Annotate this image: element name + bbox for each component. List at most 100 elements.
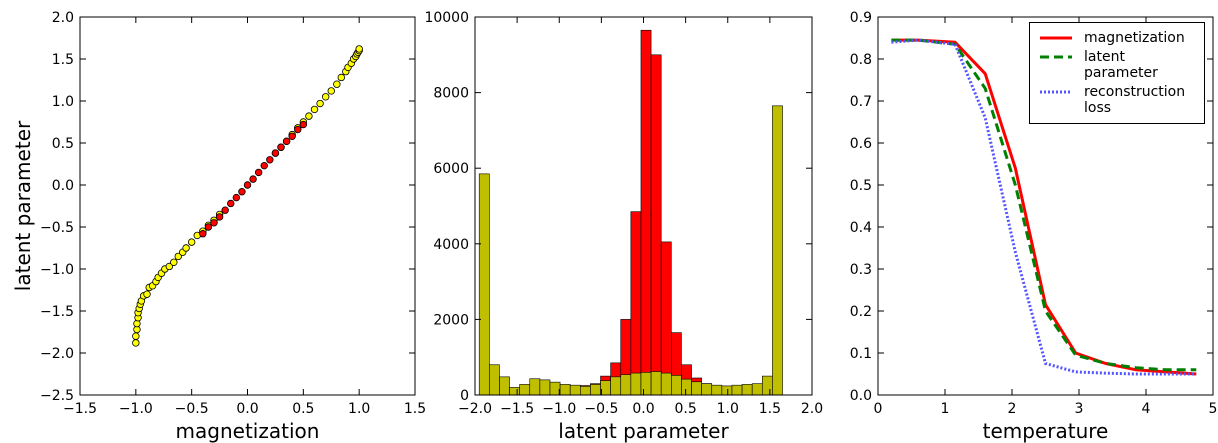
bar — [650, 54, 662, 396]
y-tick-label: 0.2 — [850, 304, 872, 320]
x-tick-label: 4 — [1142, 401, 1151, 417]
bar — [731, 384, 743, 396]
point — [282, 137, 291, 146]
bar — [650, 371, 662, 396]
x-tick-label: −1.5 — [63, 401, 97, 417]
y-tick-label: 0.9 — [850, 10, 872, 26]
legend-label: magnetization — [1084, 30, 1185, 46]
point — [182, 244, 190, 252]
x-tick-label: −2.0 — [458, 401, 492, 417]
bar — [569, 384, 581, 396]
x-tick-label: 3 — [1075, 401, 1084, 417]
legend-swatch — [1040, 55, 1072, 59]
legend-label: reconstruction loss — [1084, 84, 1186, 116]
bar — [711, 384, 723, 396]
point — [316, 99, 324, 108]
x-tick-label: −0.5 — [584, 401, 618, 417]
y-axis-label: latent parameter — [11, 120, 35, 291]
y-tick-label: −2.0 — [40, 346, 74, 362]
bar — [741, 384, 753, 396]
bar — [761, 375, 773, 396]
point — [288, 132, 296, 140]
axes-frame — [877, 16, 1214, 396]
y-tick-label: 0 — [460, 388, 469, 404]
bar — [559, 384, 571, 396]
bar — [630, 211, 642, 396]
legend-entry: reconstruction loss — [1038, 84, 1196, 116]
point — [305, 112, 313, 120]
x-tick-label: 0.0 — [236, 401, 258, 417]
bar — [640, 372, 652, 396]
line — [891, 38, 1197, 376]
x-tick-label: 5 — [1209, 401, 1218, 417]
point — [232, 193, 241, 202]
y-tick-label: 0.4 — [850, 220, 872, 236]
legend-swatch — [1040, 36, 1072, 40]
x-tick-label: 0.5 — [292, 401, 314, 417]
point — [227, 199, 235, 208]
point — [310, 105, 319, 114]
axes-frame — [79, 16, 416, 396]
y-tick-label: 2.0 — [52, 10, 74, 26]
point — [238, 188, 246, 196]
point — [333, 80, 341, 88]
point — [243, 181, 252, 189]
y-tick-label: −1.0 — [40, 262, 74, 278]
x-tick-label: 1.0 — [348, 401, 370, 417]
x-tick-label: 2.0 — [801, 401, 823, 417]
y-tick-label: 1.5 — [52, 52, 74, 68]
x-tick-label: −1.5 — [500, 401, 534, 417]
bar — [478, 173, 490, 396]
point — [133, 319, 141, 328]
point — [221, 206, 229, 214]
x-tick-label: 0.0 — [632, 401, 654, 417]
point — [260, 161, 268, 170]
x-axis-label: latent parameter — [558, 419, 729, 443]
y-tick-label: 0.0 — [52, 178, 74, 194]
bar — [640, 29, 652, 396]
point — [266, 156, 274, 164]
bar — [660, 241, 672, 396]
point — [165, 262, 174, 271]
bar — [600, 380, 611, 396]
bar — [499, 376, 510, 396]
y-tick-label: 0.8 — [850, 52, 872, 68]
x-tick-label: −1.0 — [119, 401, 153, 417]
point — [174, 252, 182, 261]
y-tick-label: 0.7 — [850, 94, 872, 110]
x-axis-label: magnetization — [176, 419, 320, 443]
point — [199, 230, 207, 238]
y-tick-label: 0.3 — [850, 262, 872, 278]
x-tick-label: 1.5 — [759, 401, 781, 417]
x-tick-label: −1.0 — [542, 401, 576, 417]
y-tick-label: 0.5 — [850, 178, 872, 194]
y-tick-label: 6000 — [433, 161, 469, 177]
x-tick-label: 1.5 — [404, 401, 426, 417]
point — [215, 213, 224, 221]
bar — [529, 378, 541, 396]
point — [355, 45, 363, 53]
x-tick-label: 1 — [941, 401, 950, 417]
point — [254, 168, 263, 177]
point — [294, 125, 302, 134]
point — [337, 73, 345, 82]
y-tick-label: 0.5 — [52, 136, 74, 152]
point — [271, 149, 280, 157]
y-tick-label: −1.5 — [40, 304, 74, 320]
legend-swatch — [1040, 90, 1072, 94]
point — [299, 120, 308, 129]
bar — [701, 383, 713, 396]
point — [210, 219, 218, 227]
panel: −1.5 −1.0 −0.5 0.0 0.5 1.0 1.5 −2.5 −2.0 −1.5 −1.0… — [11, 10, 426, 443]
point — [249, 175, 257, 183]
point — [170, 258, 178, 266]
point — [204, 223, 213, 231]
bar — [590, 384, 601, 396]
bar — [519, 384, 531, 396]
point — [327, 87, 335, 95]
bar — [620, 374, 632, 396]
y-tick-label: 8000 — [433, 86, 469, 102]
point — [143, 290, 151, 298]
